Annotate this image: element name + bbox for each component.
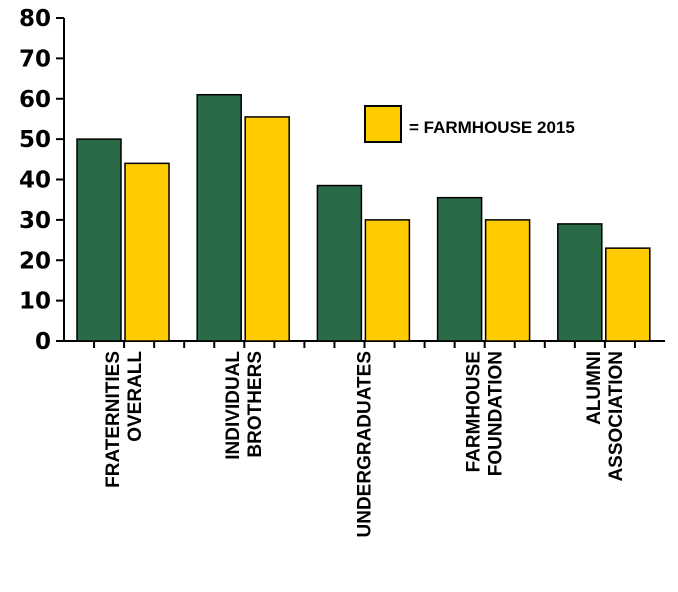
legend-label: = FARMHOUSE 2015 [409,118,575,137]
y-tick-label: 40 [19,168,51,194]
y-tick-label: 50 [19,127,51,153]
bar [484,219,531,342]
bar [316,184,363,342]
bars [76,93,651,342]
bar [244,116,290,342]
bar [364,219,411,342]
x-category-label-line: ALUMNI [584,351,605,425]
y-tick-label: 80 [19,6,51,32]
x-category-label-line: UNDERGRADUATES [354,351,375,537]
y-tick-label: 20 [19,248,51,274]
category-labels: FRATERNITIESOVERALL INDIVIDUALBROTHERS UND… [103,351,627,538]
bar [76,138,122,342]
x-category-label-line: INDIVIDUAL [223,351,244,460]
bar [436,196,483,342]
y-tick-label: 30 [19,208,51,234]
x-category-label-line: FOUNDATION [486,351,507,476]
y-tick-label: 70 [19,46,51,72]
x-category-label-line: ASSOCIATION [606,351,627,482]
x-category-label-line: FARMHOUSE [464,351,485,472]
bar [557,223,603,342]
y-axis: 0 10 20 30 40 50 60 70 80 [19,6,65,355]
legend: = FARMHOUSE 2015 [364,105,575,143]
x-category-label: ALUMNIASSOCIATION [584,351,627,482]
legend-swatch [364,105,402,143]
x-category-label-line: BROTHERS [245,351,266,458]
x-category-label: INDIVIDUALBROTHERS [223,351,266,460]
x-category-label: FRATERNITIESOVERALL [103,351,146,488]
x-category-label: FARMHOUSEFOUNDATION [464,351,507,476]
x-category-label-line: FRATERNITIES [103,351,124,488]
y-tick-label: 0 [35,329,51,355]
bar [124,162,170,342]
y-tick-label: 60 [19,87,51,113]
y-tick-label: 10 [19,289,51,315]
x-category-label: UNDERGRADUATES [354,351,375,537]
x-category-label-line: OVERALL [125,351,146,442]
x-axis [64,340,665,348]
bar [605,247,651,342]
bar [196,93,242,342]
